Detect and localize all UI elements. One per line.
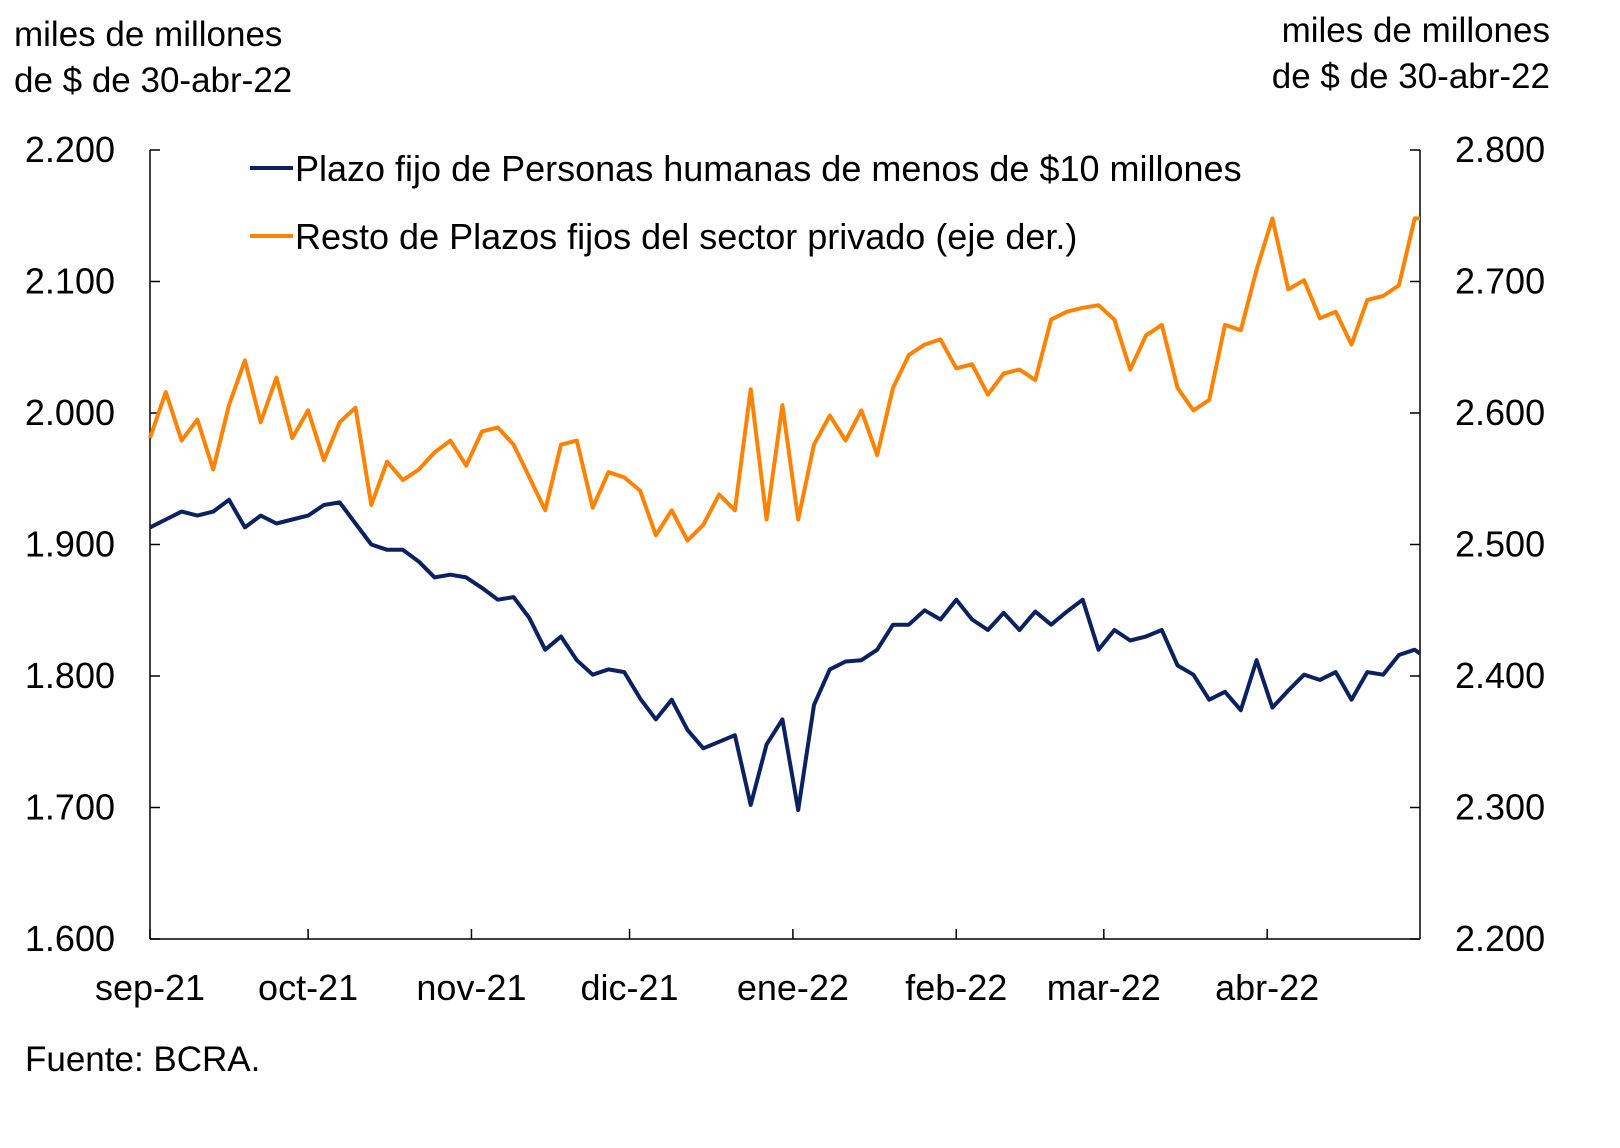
legend-label-personas: Plazo fijo de Personas humanas de menos … bbox=[295, 148, 1242, 189]
right-y-tick-label: 2.800 bbox=[1455, 129, 1545, 170]
series-line-resto-plazos-fijos bbox=[148, 216, 1420, 543]
source-note: Fuente: BCRA. bbox=[25, 1040, 261, 1079]
left-y-tick-label: 2.200 bbox=[25, 129, 115, 170]
right-axis-unit-label: miles de millones de $ de 30-abr-22 bbox=[1272, 8, 1550, 100]
left-y-tick-label: 2.000 bbox=[25, 392, 115, 433]
right-y-tick-label: 2.200 bbox=[1455, 918, 1545, 959]
x-tick-label: ene-22 bbox=[737, 967, 849, 1008]
left-axis-unit-line-2: de $ de 30-abr-22 bbox=[14, 61, 293, 100]
series-line-personas-humanas bbox=[149, 497, 1422, 813]
legend: Plazo fijo de Personas humanas de menos … bbox=[250, 148, 1242, 257]
legend-label-resto: Resto de Plazos fijos del sector privado… bbox=[295, 216, 1077, 257]
right-y-tick-label: 2.600 bbox=[1455, 392, 1545, 433]
right-y-tick-label: 2.300 bbox=[1455, 787, 1545, 828]
left-y-tick-label: 1.700 bbox=[25, 787, 115, 828]
left-y-tick-label: 1.800 bbox=[25, 655, 115, 696]
right-y-tick-label: 2.700 bbox=[1455, 261, 1545, 302]
right-axis-unit-line-1: miles de millones bbox=[1281, 11, 1550, 50]
axes: 1.600 1.700 1.800 1.900 2.000 2.100 2.200 2.200… bbox=[25, 129, 1545, 1008]
x-tick-label: nov-21 bbox=[416, 967, 526, 1008]
x-tick-label: abr-22 bbox=[1215, 967, 1319, 1008]
x-tick-label: dic-21 bbox=[581, 967, 679, 1008]
x-tick-label: sep-21 bbox=[95, 967, 205, 1008]
x-tick-label: mar-22 bbox=[1047, 967, 1161, 1008]
left-y-tick-label: 1.600 bbox=[25, 918, 115, 959]
left-y-tick-label: 1.900 bbox=[25, 524, 115, 565]
left-axis-unit-label: miles de millones de $ de 30-abr-22 bbox=[14, 12, 292, 104]
right-y-tick-label: 2.400 bbox=[1455, 655, 1545, 696]
left-y-tick-label: 2.100 bbox=[25, 261, 115, 302]
left-axis-unit-line-1: miles de millones bbox=[14, 15, 283, 54]
series-lines bbox=[148, 216, 1422, 813]
right-y-tick-label: 2.500 bbox=[1455, 524, 1545, 565]
x-tick-label: oct-21 bbox=[258, 967, 358, 1008]
right-axis-unit-line-2: de $ de 30-abr-22 bbox=[1271, 57, 1550, 96]
x-tick-label: feb-22 bbox=[905, 967, 1007, 1008]
